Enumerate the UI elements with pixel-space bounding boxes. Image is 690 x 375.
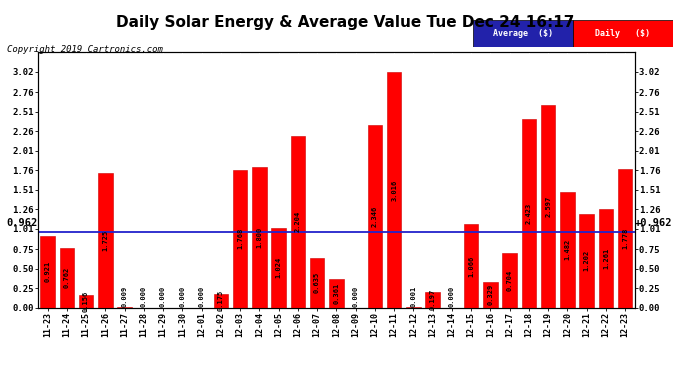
Text: +0.962: +0.962: [635, 218, 672, 228]
Text: 1.261: 1.261: [603, 248, 609, 269]
Text: 1.482: 1.482: [564, 239, 571, 260]
Text: 0.329: 0.329: [487, 284, 493, 305]
Text: 0.000: 0.000: [353, 286, 359, 307]
Bar: [233, 170, 247, 308]
Bar: [271, 228, 286, 308]
Text: 3.016: 3.016: [391, 179, 397, 201]
Text: 0.001: 0.001: [411, 286, 416, 307]
Bar: [560, 192, 575, 308]
Bar: [580, 214, 594, 308]
Text: 0.156: 0.156: [83, 291, 89, 312]
Text: 1.202: 1.202: [584, 250, 590, 271]
Bar: [117, 307, 132, 308]
Bar: [483, 282, 497, 308]
Text: 1.066: 1.066: [468, 255, 474, 276]
Text: 0.000: 0.000: [199, 286, 205, 307]
Text: Daily   ($): Daily ($): [595, 29, 650, 38]
Bar: [290, 136, 305, 308]
Bar: [252, 167, 266, 308]
FancyBboxPatch shape: [473, 20, 573, 47]
Bar: [368, 124, 382, 308]
Bar: [310, 258, 324, 308]
Bar: [59, 248, 74, 308]
Text: 1.725: 1.725: [102, 230, 108, 251]
Bar: [214, 294, 228, 307]
Text: 0.009: 0.009: [121, 286, 128, 307]
Text: 2.597: 2.597: [545, 196, 551, 217]
Bar: [541, 105, 555, 308]
Text: 2.423: 2.423: [526, 202, 532, 223]
Text: 2.204: 2.204: [295, 211, 301, 232]
Text: 0.000: 0.000: [449, 286, 455, 307]
Text: 1.778: 1.778: [622, 228, 628, 249]
Text: 0.704: 0.704: [506, 269, 513, 291]
Bar: [98, 173, 112, 308]
Bar: [387, 72, 402, 308]
Bar: [464, 224, 478, 308]
Bar: [40, 236, 55, 308]
Bar: [618, 169, 633, 308]
Text: 1.024: 1.024: [275, 257, 282, 278]
Bar: [426, 292, 440, 308]
Bar: [502, 253, 517, 308]
Text: 1.768: 1.768: [237, 228, 243, 249]
FancyBboxPatch shape: [573, 20, 673, 47]
Bar: [522, 118, 536, 308]
Text: 0.000: 0.000: [141, 286, 147, 307]
Text: 2.346: 2.346: [372, 206, 378, 226]
Text: 0.921: 0.921: [45, 261, 50, 282]
Text: 1.800: 1.800: [257, 227, 262, 248]
Text: Copyright 2019 Cartronics.com: Copyright 2019 Cartronics.com: [7, 45, 163, 54]
Text: Daily Solar Energy & Average Value Tue Dec 24 16:17: Daily Solar Energy & Average Value Tue D…: [116, 15, 574, 30]
Text: 0.000: 0.000: [179, 286, 186, 307]
Bar: [599, 209, 613, 308]
Text: 0.175: 0.175: [218, 290, 224, 311]
Text: 0.197: 0.197: [430, 289, 435, 310]
Text: Average  ($): Average ($): [493, 29, 553, 38]
Text: 0.361: 0.361: [333, 283, 339, 304]
Text: 0.962: 0.962: [7, 218, 38, 228]
Bar: [79, 296, 93, 307]
Text: 0.762: 0.762: [64, 267, 70, 288]
Text: 0.000: 0.000: [160, 286, 166, 307]
Text: 0.635: 0.635: [314, 272, 320, 293]
Bar: [329, 279, 344, 308]
